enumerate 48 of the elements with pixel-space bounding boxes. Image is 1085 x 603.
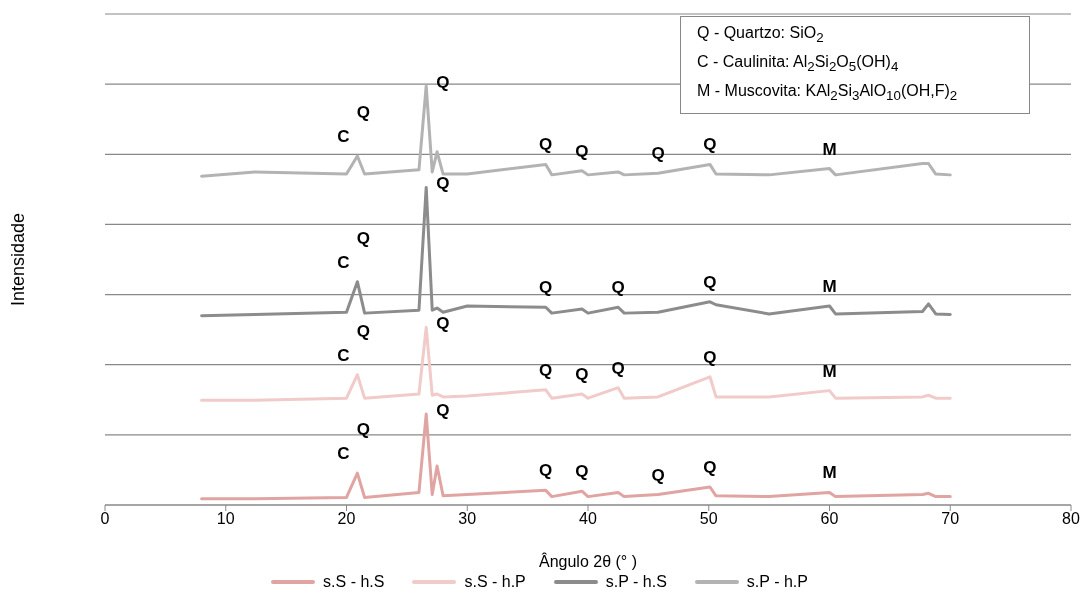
annotation: Q — [703, 135, 717, 155]
annotation: Q — [436, 73, 450, 93]
legend-label: s.P - h.P — [746, 573, 808, 591]
x-tick-label: 50 — [699, 510, 718, 528]
annotation: Q — [539, 461, 553, 481]
annotation: Q — [575, 462, 589, 482]
x-tick-label: 80 — [1062, 510, 1080, 528]
annotation: Q — [436, 401, 450, 421]
annotation: M — [822, 277, 837, 296]
legend-label: s.S - h.S — [323, 573, 385, 591]
annotation: Q — [356, 228, 370, 248]
annotation: C — [337, 345, 350, 365]
annotation: Q — [703, 347, 717, 367]
annotation: Q — [436, 174, 450, 194]
legend-label: s.P - h.S — [605, 573, 667, 591]
legend-box: Q - Quartzo: SiO$_{2}$ C - Caulinita: Al$_{2}$Si$_{2}$O$_{5}$(OH)$_{4}$ M - Muscovita: KAl$_{2}$Si$_{3}$AlO$_{10}$(OH,F)$_{2}$ — [680, 16, 1030, 114]
x-tick-label: 0 — [100, 510, 110, 528]
annotation: M — [822, 139, 837, 159]
annotation: Q — [575, 141, 589, 161]
x-tick-label: 60 — [820, 510, 839, 528]
legend-label: s.S - h.P — [464, 573, 526, 591]
x-tick-label: 30 — [458, 510, 477, 528]
annotation: Q — [539, 360, 553, 380]
annotation: Q — [356, 321, 370, 341]
annotation: M - Muscovita: KAl$_{2}$Si$_{3}$AlO$_{10}$(OH,F)$_{2}$ — [697, 81, 959, 106]
annotation: Q — [356, 103, 370, 123]
x-tick-label: 40 — [579, 510, 597, 528]
annotation: Q — [611, 278, 625, 298]
annotation: Q — [436, 314, 450, 334]
x-tick-label: 70 — [941, 510, 960, 528]
annotation: Q — [356, 420, 370, 440]
y-axis-title: Intensidade — [8, 212, 29, 307]
annotation: C — [337, 127, 350, 147]
x-tick-label: 10 — [216, 510, 235, 528]
annotation: Q — [611, 358, 625, 378]
annotation: Q — [651, 144, 665, 164]
annotation: Q — [651, 465, 665, 485]
x-tick-label: 20 — [337, 510, 356, 528]
annotation: Q — [575, 364, 589, 384]
annotation: Q — [539, 278, 553, 298]
annotation: M — [822, 463, 837, 483]
annotation: C — [337, 444, 350, 464]
annotation: M — [822, 361, 837, 381]
annotation: C — [337, 252, 350, 272]
annotation: Q — [539, 135, 553, 155]
x-axis-title: Ângulo 2θ (° ) — [538, 552, 638, 570]
annotation: Q — [703, 457, 717, 477]
annotation: Q — [703, 272, 717, 292]
